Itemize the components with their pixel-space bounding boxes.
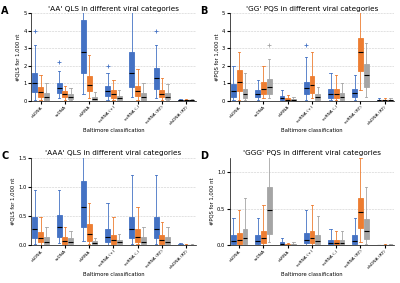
Title: 'AA' QLS in different viral categories: 'AA' QLS in different viral categories xyxy=(48,6,179,12)
PathPatch shape xyxy=(285,98,290,101)
PathPatch shape xyxy=(32,217,37,238)
PathPatch shape xyxy=(237,70,242,91)
PathPatch shape xyxy=(267,79,272,94)
PathPatch shape xyxy=(130,52,134,87)
PathPatch shape xyxy=(231,235,236,244)
PathPatch shape xyxy=(68,238,73,245)
PathPatch shape xyxy=(315,94,320,100)
PathPatch shape xyxy=(358,198,363,228)
PathPatch shape xyxy=(315,235,320,244)
PathPatch shape xyxy=(237,233,242,244)
PathPatch shape xyxy=(92,97,97,100)
PathPatch shape xyxy=(231,84,236,97)
PathPatch shape xyxy=(304,82,309,94)
Text: B: B xyxy=(200,7,207,16)
PathPatch shape xyxy=(44,237,49,245)
PathPatch shape xyxy=(340,240,344,245)
X-axis label: Baltimore classification: Baltimore classification xyxy=(281,128,343,133)
Y-axis label: #PQS for 1,000 nt: #PQS for 1,000 nt xyxy=(214,33,219,81)
PathPatch shape xyxy=(242,229,247,244)
PathPatch shape xyxy=(87,224,92,241)
PathPatch shape xyxy=(154,68,158,89)
PathPatch shape xyxy=(364,64,369,87)
PathPatch shape xyxy=(255,235,260,244)
Text: D: D xyxy=(200,151,208,161)
PathPatch shape xyxy=(334,89,339,98)
PathPatch shape xyxy=(92,241,97,245)
X-axis label: Baltimore classification: Baltimore classification xyxy=(281,273,343,277)
PathPatch shape xyxy=(352,89,357,97)
PathPatch shape xyxy=(81,181,86,227)
PathPatch shape xyxy=(62,91,67,97)
Title: 'AAA' QLS in different viral categories: 'AAA' QLS in different viral categories xyxy=(45,150,182,156)
PathPatch shape xyxy=(165,237,170,245)
PathPatch shape xyxy=(304,233,309,243)
Y-axis label: #QLS for 1,000 nt: #QLS for 1,000 nt xyxy=(10,178,16,225)
PathPatch shape xyxy=(328,240,333,245)
PathPatch shape xyxy=(68,94,73,99)
Title: 'GGG' PQS in different viral categories: 'GGG' PQS in different viral categories xyxy=(243,150,381,156)
Text: A: A xyxy=(1,7,9,16)
PathPatch shape xyxy=(117,96,122,100)
PathPatch shape xyxy=(57,215,62,237)
PathPatch shape xyxy=(117,240,122,245)
PathPatch shape xyxy=(267,187,272,233)
Text: C: C xyxy=(1,151,8,161)
PathPatch shape xyxy=(141,237,146,245)
PathPatch shape xyxy=(32,73,37,92)
PathPatch shape xyxy=(141,93,146,100)
PathPatch shape xyxy=(160,90,164,97)
X-axis label: Baltimore classification: Baltimore classification xyxy=(82,273,144,277)
PathPatch shape xyxy=(154,217,158,238)
PathPatch shape xyxy=(130,217,134,238)
PathPatch shape xyxy=(255,90,260,97)
PathPatch shape xyxy=(280,96,284,100)
Title: 'GG' PQS in different viral categories: 'GG' PQS in different viral categories xyxy=(246,6,378,12)
PathPatch shape xyxy=(310,231,314,243)
PathPatch shape xyxy=(160,235,164,243)
PathPatch shape xyxy=(190,100,194,101)
PathPatch shape xyxy=(111,90,116,98)
PathPatch shape xyxy=(376,100,382,101)
Y-axis label: #PQS for 1,000 nt: #PQS for 1,000 nt xyxy=(209,178,214,225)
PathPatch shape xyxy=(111,235,116,243)
PathPatch shape xyxy=(310,76,314,93)
PathPatch shape xyxy=(81,20,86,73)
PathPatch shape xyxy=(184,100,188,101)
PathPatch shape xyxy=(261,82,266,94)
X-axis label: Baltimore classification: Baltimore classification xyxy=(82,128,144,133)
PathPatch shape xyxy=(105,86,110,96)
PathPatch shape xyxy=(44,93,49,100)
PathPatch shape xyxy=(135,86,140,96)
PathPatch shape xyxy=(87,76,92,91)
PathPatch shape xyxy=(291,99,296,101)
PathPatch shape xyxy=(57,83,62,93)
Y-axis label: #QLS for 1,000 nt: #QLS for 1,000 nt xyxy=(16,34,20,81)
PathPatch shape xyxy=(38,232,43,243)
PathPatch shape xyxy=(352,235,357,244)
PathPatch shape xyxy=(328,89,333,98)
PathPatch shape xyxy=(280,243,284,245)
PathPatch shape xyxy=(242,89,247,98)
PathPatch shape xyxy=(291,244,296,245)
PathPatch shape xyxy=(38,87,43,97)
PathPatch shape xyxy=(178,100,183,101)
PathPatch shape xyxy=(388,100,393,101)
PathPatch shape xyxy=(285,244,290,245)
PathPatch shape xyxy=(382,100,387,101)
PathPatch shape xyxy=(334,240,339,245)
PathPatch shape xyxy=(62,237,67,243)
PathPatch shape xyxy=(358,38,363,71)
PathPatch shape xyxy=(261,231,266,243)
PathPatch shape xyxy=(364,219,369,239)
PathPatch shape xyxy=(135,229,140,242)
PathPatch shape xyxy=(340,93,344,100)
PathPatch shape xyxy=(105,229,110,242)
PathPatch shape xyxy=(165,93,170,99)
